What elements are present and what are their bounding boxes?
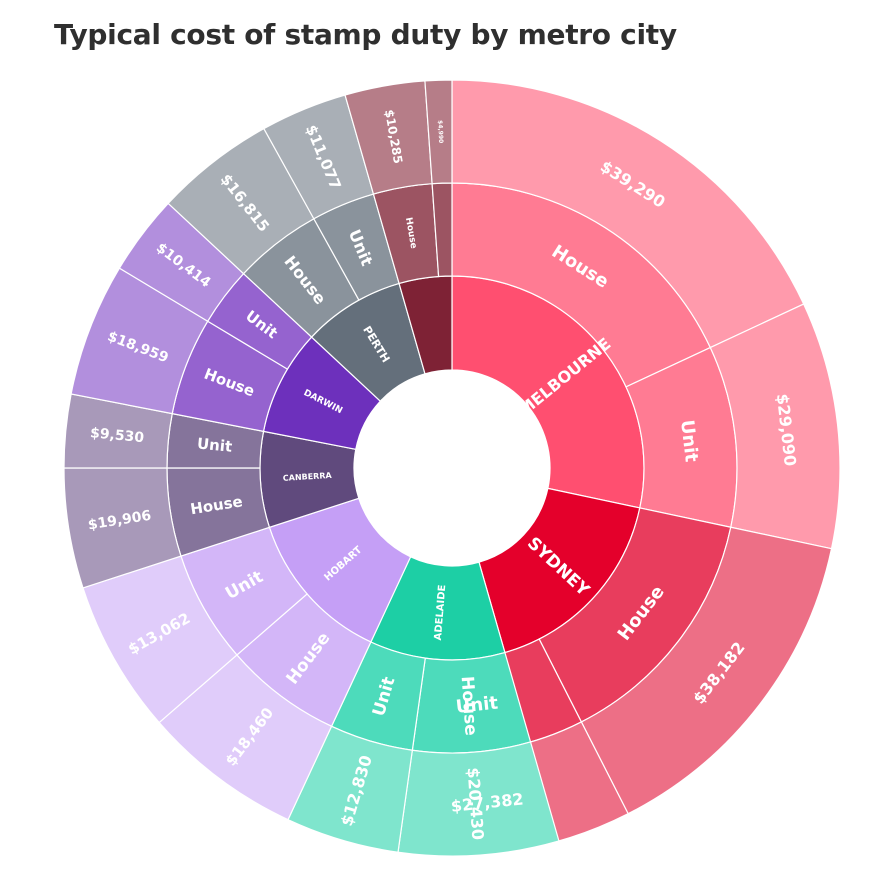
type-label-sydney-unit: Unit (455, 693, 500, 718)
city-label-canberra: CANBERRA (283, 471, 333, 483)
center-hole (356, 372, 548, 564)
city-label-adelaide: ADELAIDE (433, 584, 448, 641)
value-label-unlabelled-other: $4,990 (436, 120, 444, 143)
type-label-melbourne-unit: Unit (676, 419, 702, 464)
chart-title: Typical cost of stamp duty by metro city (54, 18, 677, 51)
value-label-canberra-unit: $9,530 (89, 425, 145, 446)
type-label-canberra-unit: Unit (196, 434, 233, 455)
type-label-adelaide-house: House (457, 675, 481, 736)
value-segment-unlabelled-other (424, 79, 453, 185)
